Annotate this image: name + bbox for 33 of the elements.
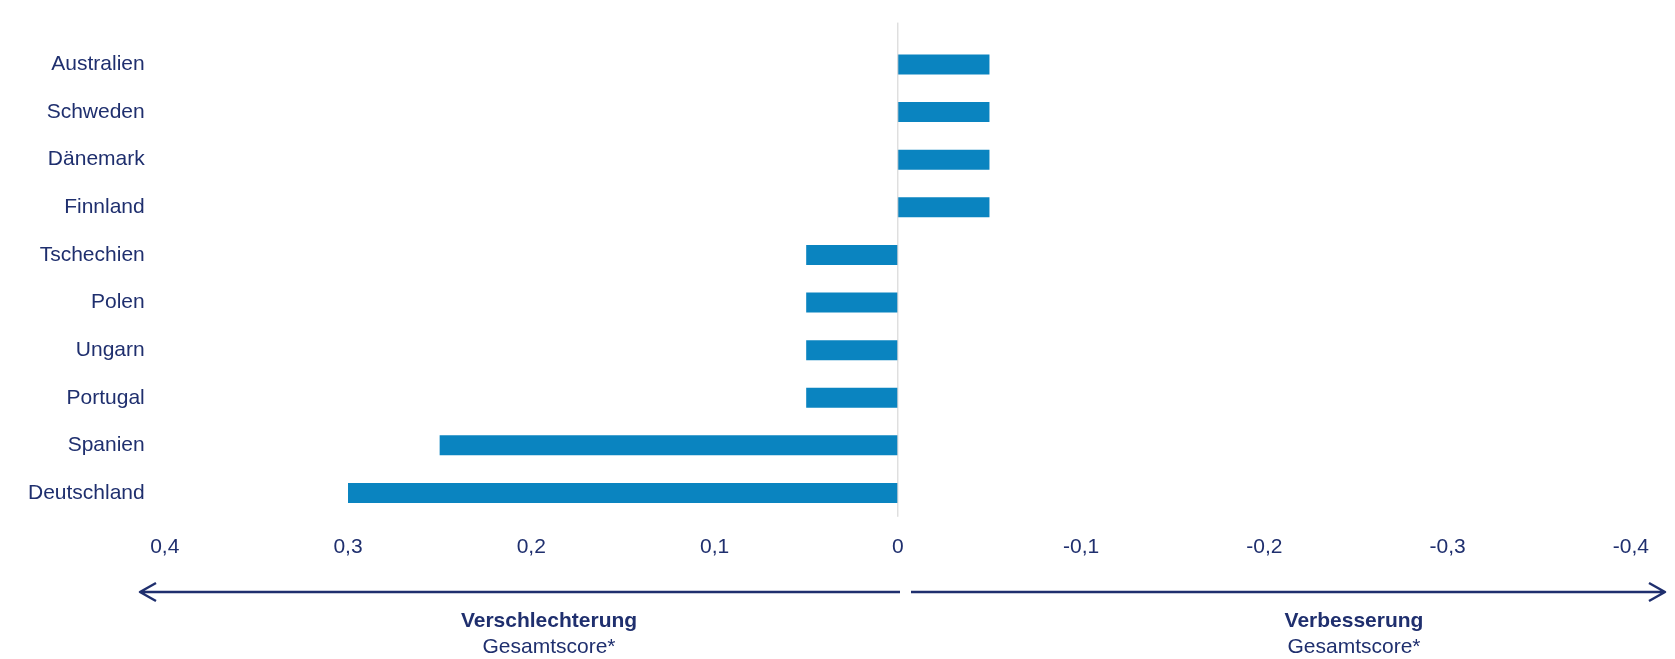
x-tick-label: -0,4: [1612, 534, 1650, 558]
y-tick-label: Tschechien: [39, 241, 145, 265]
y-tick-label: Portugal: [66, 384, 145, 408]
x-tick-label: 0,1: [699, 534, 730, 558]
bar: [806, 387, 898, 408]
bar: [897, 149, 990, 170]
y-tick-label: Australien: [51, 51, 145, 75]
x-tick-label: 0: [891, 534, 904, 558]
y-tick-label: Spanien: [67, 432, 145, 456]
text: Verbesserung: [1283, 608, 1425, 632]
text: Gesamtscore*: [1286, 634, 1422, 658]
x-tick-label: -0,1: [1063, 534, 1100, 558]
bar: [806, 292, 898, 313]
bar: [806, 244, 898, 265]
x-tick-label: 0,2: [516, 534, 546, 558]
text: Gesamtscore*: [481, 634, 617, 658]
x-tick-label: -0,3: [1429, 534, 1466, 558]
x-tick-label: 0,4: [150, 534, 180, 558]
bar: [897, 102, 990, 123]
y-tick-label: Schweden: [46, 98, 145, 122]
x-tick-label: -0,2: [1246, 534, 1283, 558]
y-tick-label: Finnland: [64, 194, 145, 218]
text: Verschlechterung: [459, 608, 639, 632]
y-tick-label: Dänemark: [47, 146, 146, 170]
bar: [897, 54, 990, 75]
bar: [897, 197, 990, 218]
y-tick-label: Deutschland: [27, 479, 145, 503]
bar: [348, 482, 898, 503]
bar: [439, 435, 898, 456]
bar: [806, 340, 898, 361]
y-tick-label: Polen: [91, 289, 145, 313]
x-tick-label: 0,3: [333, 534, 363, 558]
y-tick-label: Ungarn: [75, 336, 145, 360]
